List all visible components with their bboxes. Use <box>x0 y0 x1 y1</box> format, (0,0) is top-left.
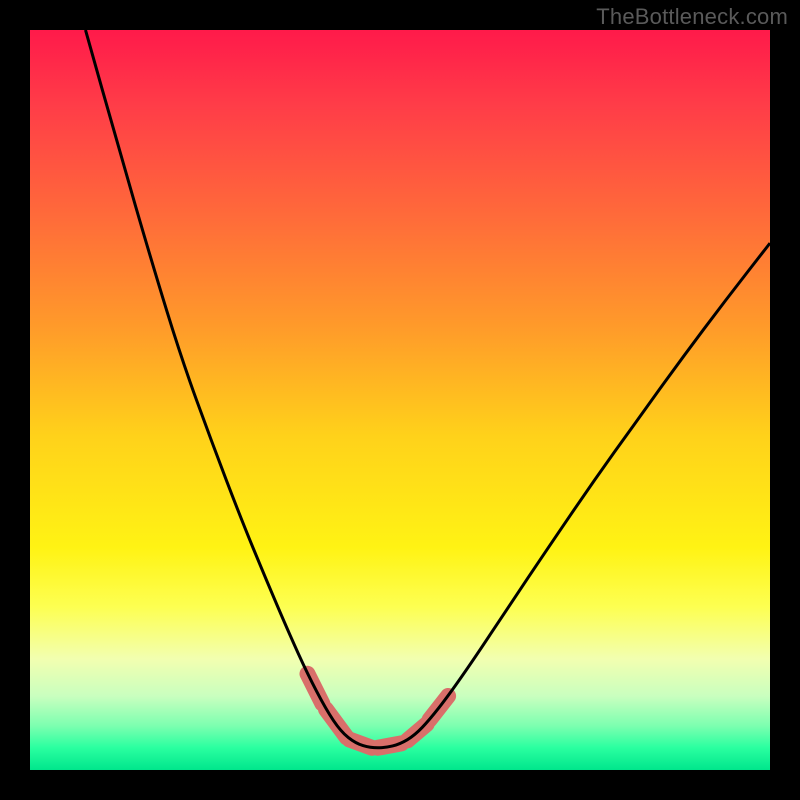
curve-layer <box>30 30 770 770</box>
bottleneck-curve <box>86 30 771 748</box>
chart-frame: TheBottleneck.com <box>0 0 800 800</box>
watermark-text: TheBottleneck.com <box>596 4 788 30</box>
plot-area <box>30 30 770 770</box>
